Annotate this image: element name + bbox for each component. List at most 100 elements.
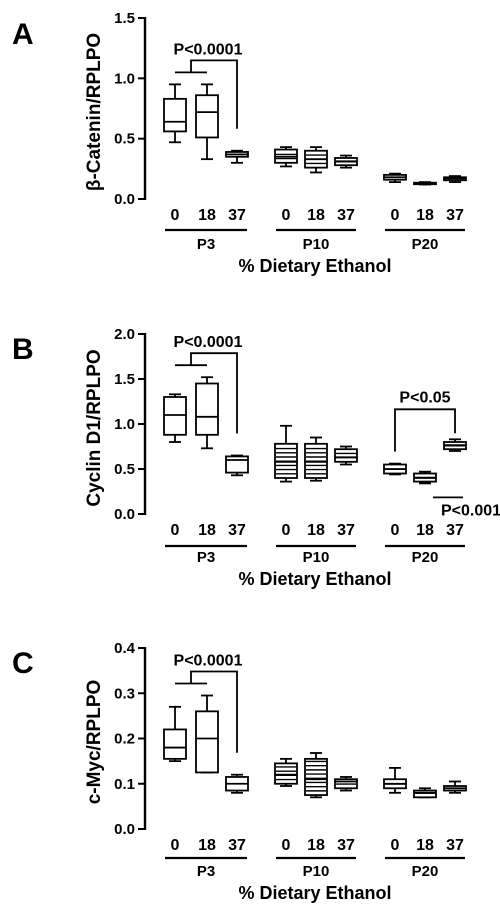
y-tick-label: 0.0 xyxy=(114,191,135,208)
y-tick-label: 0.1 xyxy=(114,776,135,793)
panel-letter: C xyxy=(12,647,34,680)
x-tick-label: 18 xyxy=(416,207,434,224)
x-tick-label: 37 xyxy=(228,522,246,539)
box-plot-p3-37 xyxy=(225,149,249,164)
y-axis-label: Cyclin D1/RPLPO xyxy=(84,349,105,506)
box-plot-p10-18 xyxy=(304,752,328,799)
box-iqr xyxy=(274,762,298,785)
group-label-p20: P20 xyxy=(412,236,439,253)
group-label-p3: P3 xyxy=(197,549,215,566)
significance-bracket xyxy=(190,59,238,129)
box-plot-p10-37 xyxy=(334,154,358,169)
group-label-p10: P10 xyxy=(303,549,330,566)
x-tick-label: 0 xyxy=(282,837,291,854)
box-iqr xyxy=(195,94,219,139)
box-plot-p3-37 xyxy=(225,773,249,794)
box-iqr xyxy=(413,789,437,799)
significance-label: P<0.05 xyxy=(399,389,450,406)
box-plot-p10-18 xyxy=(304,436,328,482)
box-plot-p20-0 xyxy=(383,172,407,184)
x-tick-label: 37 xyxy=(337,837,355,854)
x-tick-label: 37 xyxy=(337,522,355,539)
panel-letter: B xyxy=(12,333,34,366)
box-iqr xyxy=(334,448,358,463)
y-tick-label: 1.0 xyxy=(114,416,135,433)
y-tick-label: 0.4 xyxy=(114,640,136,657)
x-tick-label: 37 xyxy=(337,207,355,224)
box-plot-p3-0 xyxy=(163,705,187,763)
x-tick-label: 37 xyxy=(228,207,246,224)
box-iqr xyxy=(195,382,219,436)
box-iqr xyxy=(225,455,249,474)
box-plot-p3-0 xyxy=(163,393,187,443)
y-tick-label: 0.5 xyxy=(114,131,135,148)
x-axis-title: % Dietary Ethanol xyxy=(238,883,391,903)
box-plot-p20-0 xyxy=(383,462,407,476)
box-plot-p20-18 xyxy=(413,181,437,186)
group-label-p20: P20 xyxy=(412,863,439,880)
x-tick-label: 18 xyxy=(307,522,325,539)
x-tick-label: 37 xyxy=(446,207,464,224)
group-label-p3: P3 xyxy=(197,863,215,880)
significance-bracket xyxy=(394,408,456,452)
y-tick-label: 0.3 xyxy=(114,685,135,702)
x-tick-label: 37 xyxy=(446,837,464,854)
x-tick-label: 18 xyxy=(307,207,325,224)
x-tick-label: 0 xyxy=(391,522,400,539)
box-plot-p20-18 xyxy=(413,787,437,799)
x-tick-label: 0 xyxy=(282,207,291,224)
x-tick-label: 18 xyxy=(307,837,325,854)
significance-label: P<0.0001 xyxy=(174,653,243,670)
significance-bracket xyxy=(190,352,238,434)
box-iqr xyxy=(163,97,187,133)
x-tick-label: 37 xyxy=(446,522,464,539)
x-tick-label: 18 xyxy=(198,522,216,539)
significance-label: P<0.001 xyxy=(441,502,500,519)
y-tick-label: 0.0 xyxy=(114,506,135,523)
box-plot-p10-0 xyxy=(274,757,298,787)
box-iqr xyxy=(304,757,328,796)
significance-label: P<0.0001 xyxy=(174,334,243,351)
y-tick-label: 1.5 xyxy=(114,371,135,388)
box-iqr xyxy=(163,728,187,760)
y-tick-label: 1.5 xyxy=(114,10,135,27)
x-tick-label: 0 xyxy=(391,207,400,224)
box-plot-p3-18 xyxy=(195,83,219,161)
box-plot-p10-0 xyxy=(274,146,298,168)
box-plot-p3-37 xyxy=(225,454,249,477)
group-label-p3: P3 xyxy=(197,236,215,253)
x-tick-label: 0 xyxy=(391,837,400,854)
y-tick-label: 1.0 xyxy=(114,70,135,87)
significance-bracket xyxy=(190,670,238,753)
x-tick-label: 18 xyxy=(198,207,216,224)
x-tick-label: 18 xyxy=(198,837,216,854)
x-axis-title: % Dietary Ethanol xyxy=(238,569,391,589)
y-tick-label: 0.5 xyxy=(114,461,135,478)
box-iqr xyxy=(195,710,219,774)
box-plot-p10-37 xyxy=(334,445,358,466)
box-plot-p20-37 xyxy=(443,175,467,184)
chart-panel-c: Cc-Myc/RPLPO 0.0 0.1 0.2 0.3 0.4 0 18 37 P3 0 18 37 P… xyxy=(12,640,467,903)
y-tick-label: 0.2 xyxy=(114,731,135,748)
y-axis-label: β-Catenin/RPLPO xyxy=(84,33,105,191)
y-axis-label: c-Myc/RPLPO xyxy=(84,680,105,805)
x-tick-label: 37 xyxy=(228,837,246,854)
box-plot-p3-18 xyxy=(195,376,219,450)
box-plot-p10-37 xyxy=(334,776,358,792)
x-tick-label: 18 xyxy=(416,837,434,854)
y-tick-label: 0.0 xyxy=(114,821,135,838)
box-plot-p20-37 xyxy=(443,780,467,794)
box-plot-p3-0 xyxy=(163,83,187,144)
x-tick-label: 0 xyxy=(171,522,180,539)
group-label-p20: P20 xyxy=(412,549,439,566)
significance-label: P<0.0001 xyxy=(174,41,243,58)
panel-letter: A xyxy=(12,18,34,51)
y-tick-label: 2.0 xyxy=(114,326,135,343)
box-plot-p20-18 xyxy=(413,470,437,485)
box-plot-p10-0 xyxy=(274,424,298,483)
group-label-p10: P10 xyxy=(303,236,330,253)
x-tick-label: 0 xyxy=(282,522,291,539)
